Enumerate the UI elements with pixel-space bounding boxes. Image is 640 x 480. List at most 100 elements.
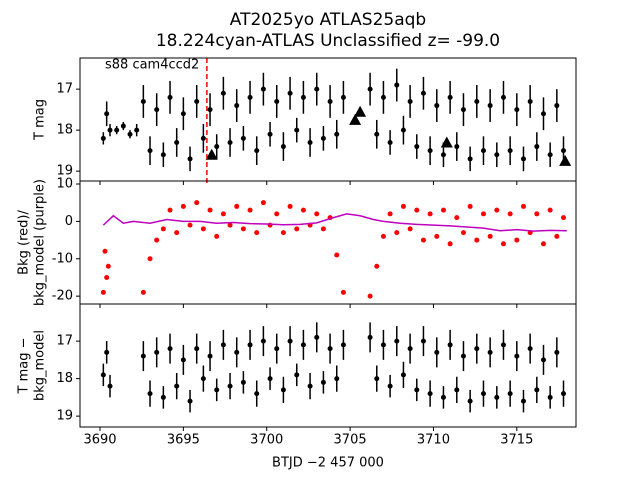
point bbox=[104, 111, 110, 117]
point bbox=[194, 200, 200, 206]
point bbox=[207, 107, 213, 113]
point bbox=[240, 135, 246, 141]
point bbox=[120, 123, 126, 129]
point bbox=[500, 241, 506, 247]
point bbox=[414, 207, 420, 213]
point bbox=[100, 135, 106, 141]
point bbox=[414, 387, 420, 393]
point bbox=[147, 148, 153, 154]
y-tick-label: 18 bbox=[56, 123, 73, 138]
point bbox=[280, 144, 286, 150]
point bbox=[427, 148, 433, 154]
point bbox=[220, 211, 226, 217]
point bbox=[104, 349, 110, 355]
point bbox=[314, 334, 320, 340]
point bbox=[540, 357, 546, 363]
point bbox=[500, 342, 506, 348]
point bbox=[287, 203, 293, 209]
y-tick-label: 19 bbox=[56, 164, 73, 179]
point bbox=[234, 349, 240, 355]
point bbox=[460, 107, 466, 113]
point bbox=[440, 152, 446, 158]
point bbox=[274, 98, 280, 104]
y-tick-label: 17 bbox=[56, 334, 73, 349]
point bbox=[394, 230, 400, 236]
point bbox=[247, 207, 253, 213]
point bbox=[554, 103, 560, 109]
point bbox=[307, 139, 313, 145]
y-tick-label: -20 bbox=[52, 289, 73, 304]
point bbox=[514, 237, 520, 243]
point bbox=[254, 148, 260, 154]
point bbox=[140, 289, 146, 295]
point bbox=[334, 131, 340, 137]
point bbox=[105, 263, 111, 269]
point bbox=[367, 86, 373, 92]
point bbox=[194, 98, 200, 104]
point bbox=[507, 391, 513, 397]
point bbox=[560, 215, 566, 221]
point bbox=[314, 211, 320, 217]
point bbox=[107, 127, 113, 133]
point bbox=[400, 372, 406, 378]
y-axis-label: bkg_model bbox=[33, 330, 48, 401]
point bbox=[507, 211, 513, 217]
plot-area bbox=[100, 200, 567, 299]
point bbox=[100, 289, 106, 295]
point bbox=[407, 226, 413, 232]
point bbox=[507, 148, 513, 154]
plot-area bbox=[100, 68, 572, 172]
point bbox=[140, 353, 146, 359]
point bbox=[500, 94, 506, 100]
point bbox=[407, 346, 413, 352]
y-axis-label: T mag bbox=[33, 99, 48, 141]
x-tick-label: 3700 bbox=[250, 433, 283, 448]
point bbox=[294, 226, 300, 232]
point bbox=[187, 156, 193, 162]
point bbox=[387, 139, 393, 145]
point bbox=[220, 90, 226, 96]
point bbox=[520, 398, 526, 404]
point bbox=[127, 131, 133, 137]
point bbox=[187, 222, 193, 228]
point bbox=[160, 152, 166, 158]
point bbox=[340, 342, 346, 348]
axes-frame bbox=[79, 303, 577, 428]
point bbox=[300, 94, 306, 100]
point bbox=[414, 144, 420, 150]
point bbox=[534, 211, 540, 217]
point bbox=[180, 357, 186, 363]
point bbox=[214, 387, 220, 393]
x-tick-label: 3705 bbox=[334, 433, 367, 448]
point bbox=[274, 211, 280, 217]
point bbox=[214, 233, 220, 239]
point bbox=[200, 376, 206, 382]
point bbox=[280, 230, 286, 236]
point bbox=[427, 391, 433, 397]
y-tick-label: -10 bbox=[52, 251, 73, 266]
point bbox=[187, 398, 193, 404]
point bbox=[374, 376, 380, 382]
point bbox=[434, 233, 440, 239]
x-tick-label: 3695 bbox=[167, 433, 200, 448]
point bbox=[267, 131, 273, 137]
point bbox=[374, 131, 380, 137]
point bbox=[460, 353, 466, 359]
point bbox=[207, 353, 213, 359]
point bbox=[240, 226, 246, 232]
point bbox=[454, 144, 460, 150]
y-tick-label: 17 bbox=[56, 82, 73, 97]
y-axis-label: Bkg (red)/ bbox=[17, 210, 32, 275]
point bbox=[160, 394, 166, 400]
point bbox=[534, 387, 540, 393]
point bbox=[534, 144, 540, 150]
point bbox=[327, 346, 333, 352]
point bbox=[407, 98, 413, 104]
point bbox=[514, 353, 520, 359]
point bbox=[454, 387, 460, 393]
point bbox=[554, 233, 560, 239]
point bbox=[307, 383, 313, 389]
point bbox=[320, 379, 326, 385]
point bbox=[480, 211, 486, 217]
point bbox=[467, 398, 473, 404]
